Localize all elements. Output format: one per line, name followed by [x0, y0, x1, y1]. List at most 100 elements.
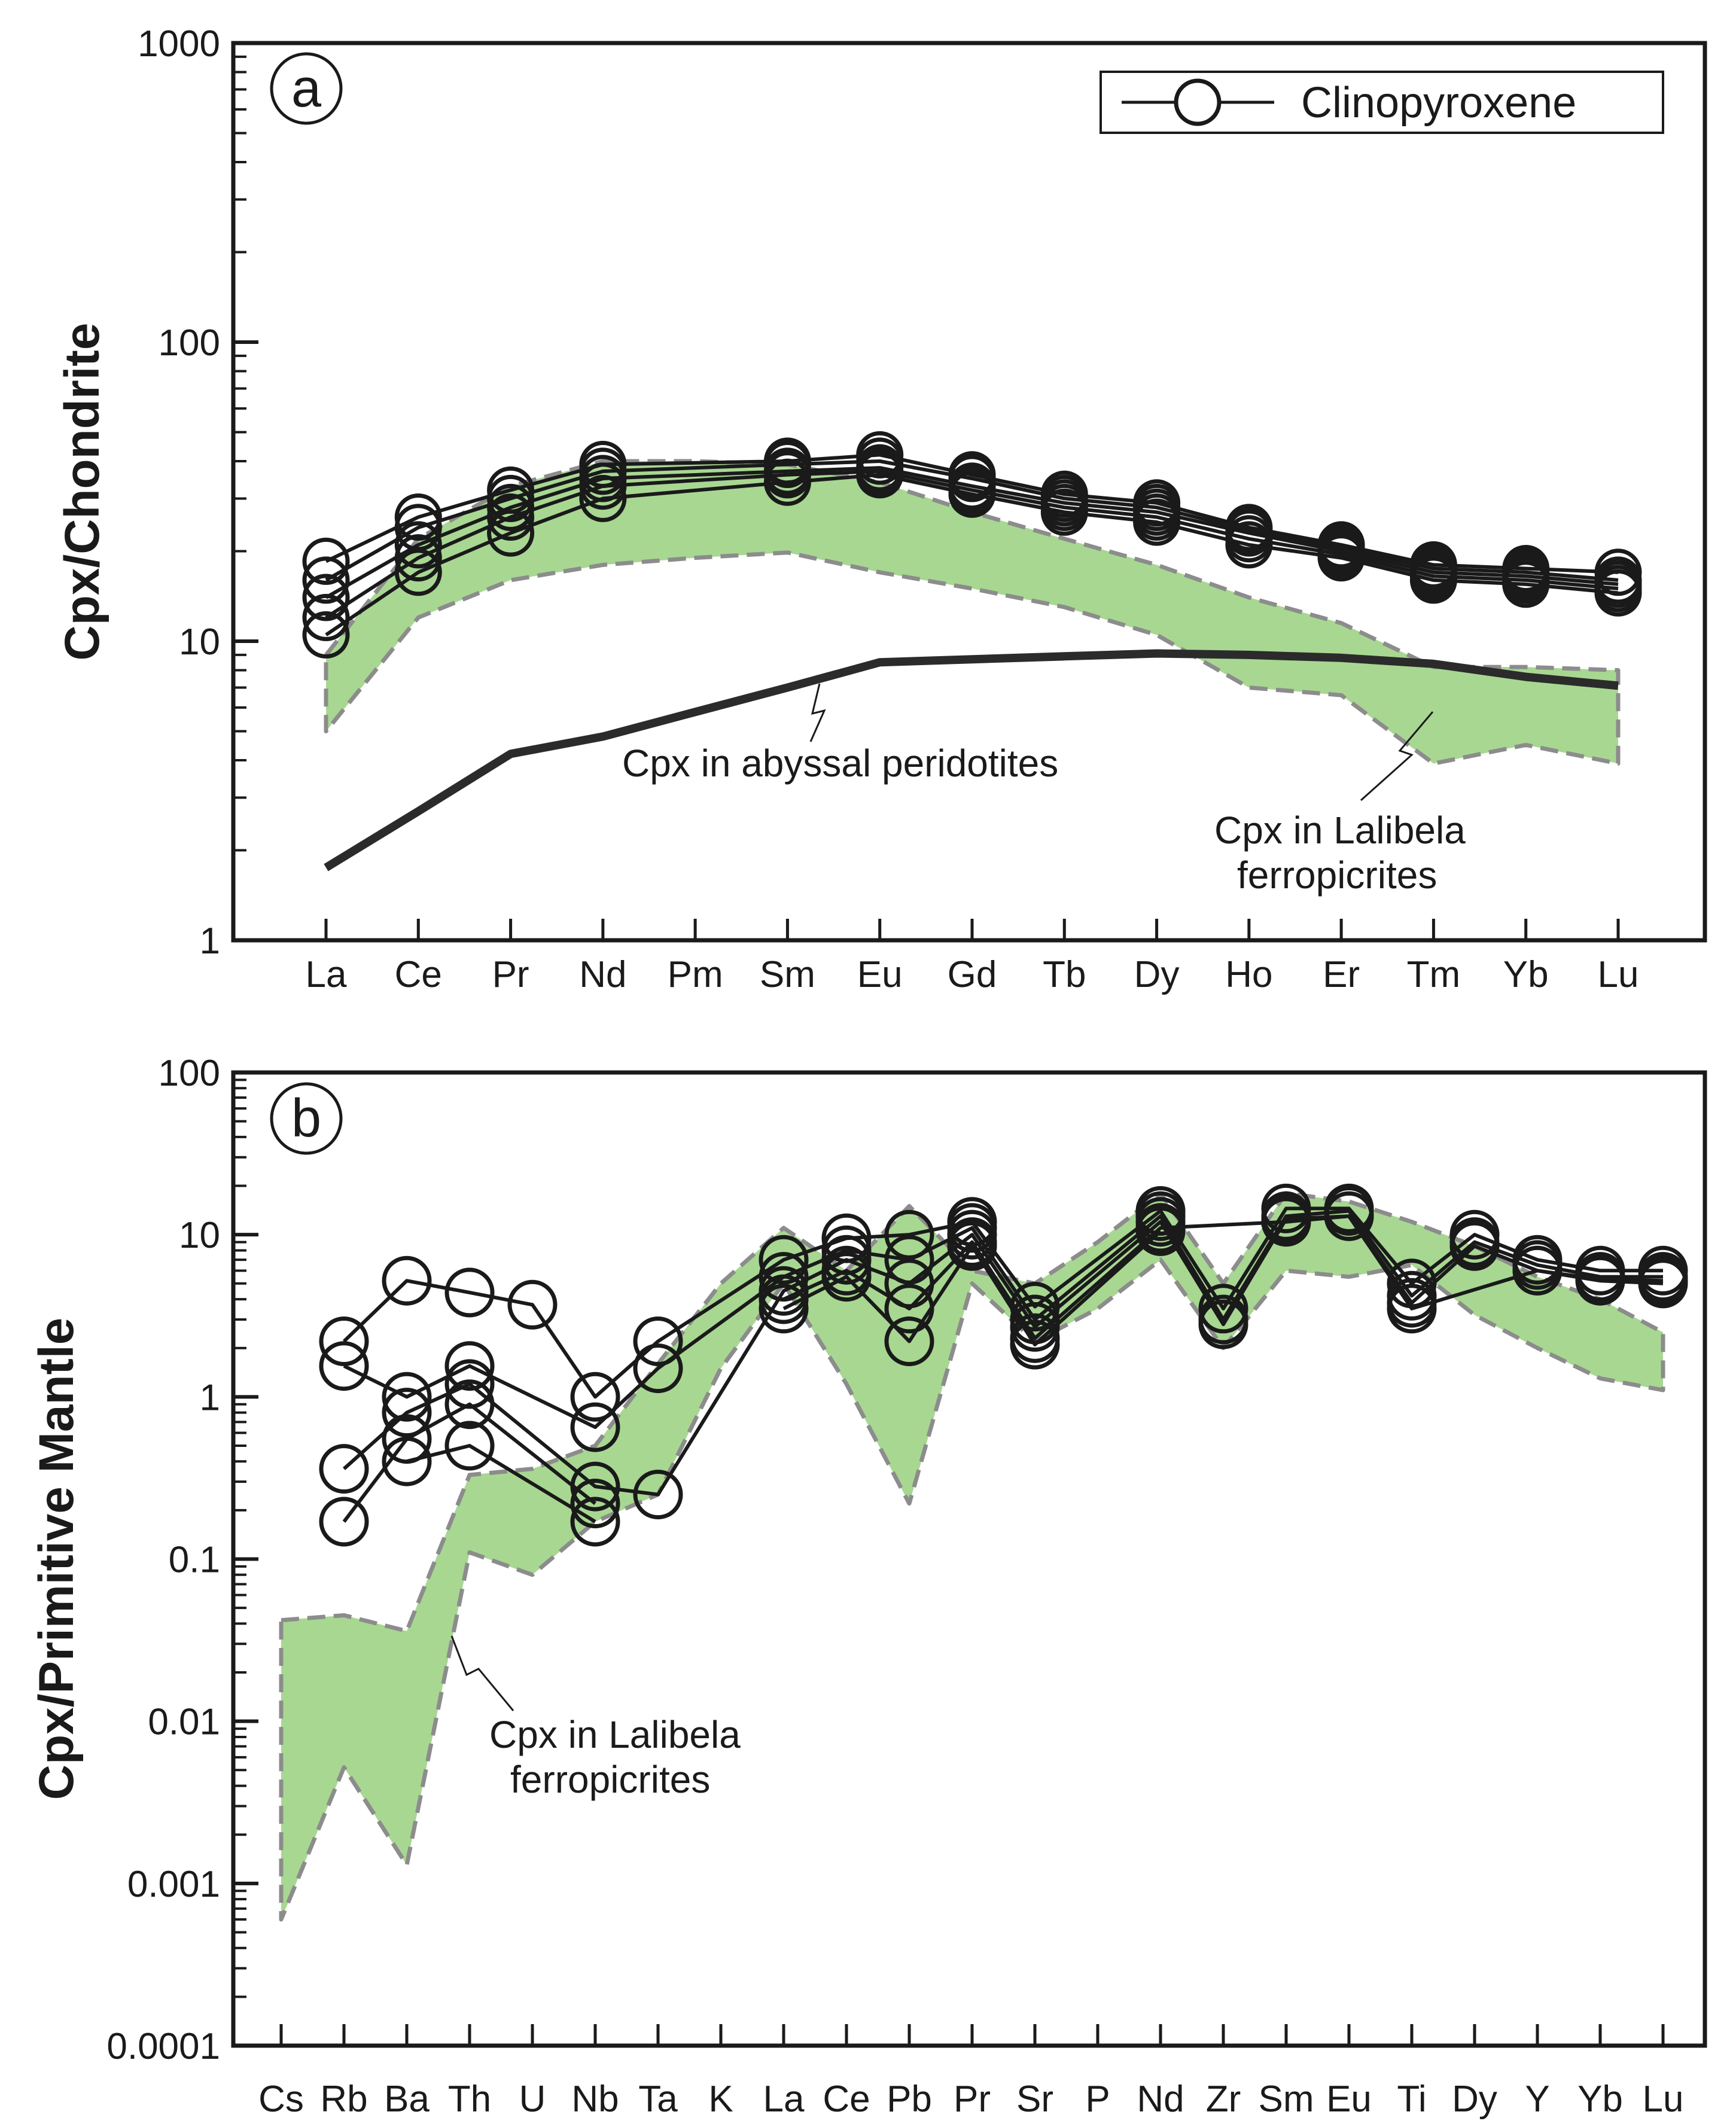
data-point [507, 1279, 558, 1330]
y-tick-label: 10 [179, 1215, 220, 1256]
panel-a-series-layer [302, 431, 1642, 659]
x-tick-label: La [763, 2079, 805, 2120]
series-line [342, 1206, 1663, 1399]
series-b-1 [319, 1183, 1688, 1422]
x-tick-label: Cs [258, 2079, 304, 2120]
data-point [487, 509, 535, 557]
panel-b-letter-text: b [291, 1089, 321, 1148]
data-point [821, 1235, 872, 1285]
data-point [1040, 488, 1088, 536]
annotation-lalibela-b: Cpx in Lalibela ferropicrites [450, 1635, 741, 1801]
data-point [394, 521, 442, 569]
x-tick-label: Sm [760, 954, 815, 995]
data-point [1010, 1302, 1060, 1352]
data-point [1449, 1221, 1500, 1271]
series-line [342, 1214, 1664, 1497]
data-point [1198, 1299, 1248, 1349]
data-point [319, 1341, 369, 1391]
data-point [382, 1436, 432, 1486]
data-point [1317, 534, 1365, 582]
annotation-lalibela-a: Cpx in Lalibela ferropicrites [1214, 711, 1466, 897]
series-a-5 [302, 451, 1642, 659]
x-tick-label: Zr [1206, 2079, 1241, 2120]
x-tick-label: Eu [1326, 2079, 1372, 2120]
data-point [382, 1414, 432, 1464]
data-point [319, 1317, 369, 1366]
data-point [856, 451, 904, 499]
data-point [1502, 560, 1550, 608]
x-tick-label: Pb [887, 2079, 932, 2120]
x-tick-label: Tb [1043, 954, 1086, 995]
x-tick-label: Y [1525, 2079, 1549, 2120]
data-point [763, 458, 811, 506]
data-point [570, 1479, 620, 1529]
x-tick-label: K [708, 2079, 733, 2120]
panel-a-letter: a [270, 52, 343, 125]
x-tick-label: Sr [1016, 2079, 1053, 2120]
x-tick-label: Th [448, 2079, 491, 2120]
x-tick-label: Ba [384, 2079, 430, 2120]
data-point [1512, 1245, 1563, 1296]
data-point [570, 1372, 620, 1422]
x-tick-label: Pr [954, 2079, 991, 2120]
data-point [382, 1388, 432, 1438]
abyssal-peridotite-line [324, 649, 1619, 871]
panel-a-letter-text: a [291, 59, 322, 118]
panel-b-letter: b [270, 1082, 343, 1155]
lalibela-band-b [279, 1191, 1665, 1922]
series-line [325, 469, 1619, 619]
series-b-5 [382, 1206, 1186, 1547]
data-point [487, 493, 535, 541]
x-tick-label: P [1085, 2079, 1110, 2120]
panel-b-x-axis: Cs Rb Ba Th U Nb Ta K La Ce Pb Pr Sr P Nd Zr Sm Eu Ti Dy Y Yb… [258, 2024, 1683, 2120]
legend-label: Clinopyroxene [1301, 79, 1576, 127]
panel-a-x-axis: La Ce Pr Nd Pm Sm Eu Gd Tb Dy Ho Er Tm Yb Lu [306, 919, 1639, 995]
annotation-lalibela-a-line2: ferropicrites [1237, 854, 1437, 897]
y-tick-label: 0.0001 [106, 2026, 220, 2067]
data-point [579, 462, 627, 510]
legend-circle-icon [1174, 78, 1222, 126]
data-point [633, 1470, 683, 1520]
data-point [1387, 1284, 1437, 1334]
x-tick-label: Er [1323, 954, 1360, 995]
series-line [342, 1402, 596, 1523]
data-point [302, 537, 350, 585]
data-point [759, 1235, 809, 1285]
data-point [570, 1497, 620, 1547]
annotation-abyssal: Cpx in abyssal peridotites [622, 683, 1058, 785]
data-point [302, 574, 350, 621]
data-point [382, 1372, 432, 1422]
panel-b-y-axis: 0.0001 0.001 0.01 0.1 1 10 100 [106, 1053, 258, 2067]
x-tick-label: Lu [1598, 954, 1639, 995]
y-tick-label: 10 [179, 621, 220, 663]
x-tick-label: Nd [1137, 2079, 1184, 2120]
series-line [782, 1230, 1162, 1346]
data-point [1225, 521, 1273, 569]
data-point [1409, 556, 1457, 604]
x-tick-label: Nd [579, 954, 626, 995]
data-point [444, 1267, 495, 1318]
data-point [759, 1252, 809, 1302]
data-point [444, 1421, 495, 1471]
x-tick-label: Ta [638, 2079, 678, 2120]
data-point [1010, 1319, 1060, 1370]
data-point [570, 1402, 620, 1452]
y-tick-label: 100 [159, 322, 220, 364]
x-tick-label: Tm [1407, 954, 1461, 995]
data-point [394, 493, 442, 541]
x-tick-label: Ho [1225, 954, 1272, 995]
panel-a-frame [231, 41, 1707, 943]
x-tick-label: Pr [492, 954, 529, 995]
data-point [633, 1343, 683, 1394]
panel-b-y-axis-title: Cpx/Primitive Mantle [29, 1318, 84, 1800]
data-point [1638, 1258, 1688, 1309]
panel-a-y-axis: 1 10 100 1000 [138, 23, 258, 962]
annotation-abyssal-text: Cpx in abyssal peridotites [622, 742, 1058, 785]
x-tick-label: U [519, 2079, 546, 2120]
x-tick-label: La [306, 954, 347, 995]
annotation-lalibela-b-line2: ferropicrites [510, 1758, 710, 1801]
data-point [382, 1255, 432, 1306]
panel-a-reference-layer [324, 649, 1619, 871]
data-point [1198, 1284, 1248, 1334]
x-tick-label: Sm [1259, 2079, 1314, 2120]
